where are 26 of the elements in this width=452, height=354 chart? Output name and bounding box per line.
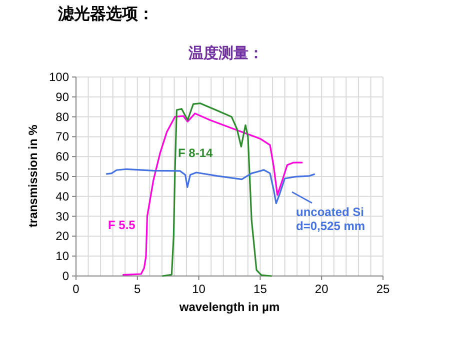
y-tick-label: 100 [48, 70, 70, 84]
line-series [106, 168, 316, 204]
y-tick-label: 60 [56, 150, 70, 164]
y-tick-label: 50 [56, 170, 70, 184]
x-tick-label: 10 [192, 282, 206, 296]
series-label: F 5.5 [108, 218, 136, 232]
line-series [162, 102, 272, 277]
y-axis-title: transmission in % [26, 123, 40, 230]
x-tick-label: 5 [134, 282, 142, 296]
x-tick-label: 15 [254, 282, 268, 296]
x-tick-label: 25 [376, 282, 390, 296]
y-tick-label: 0 [62, 269, 70, 283]
y-tick-label: 10 [56, 249, 70, 264]
legend-label: uncoated Si d=0,525 mm [296, 205, 366, 233]
x-tick-label: 20 [314, 282, 329, 296]
series-label: F 8-14 [178, 146, 213, 160]
y-tick-label: 40 [56, 189, 70, 204]
chart-subtitle: 温度测量： [188, 44, 264, 63]
y-tick-label: 90 [56, 90, 70, 104]
y-tick-label: 20 [56, 229, 70, 244]
y-tick-label: 70 [56, 130, 70, 144]
x-tick-label: 0 [72, 282, 80, 296]
chart-title: 滤光器选项： [58, 4, 154, 25]
y-tick-label: 30 [56, 209, 70, 224]
x-axis-title: wavelength in µm [178, 300, 281, 314]
y-tick-label: 80 [56, 110, 70, 124]
